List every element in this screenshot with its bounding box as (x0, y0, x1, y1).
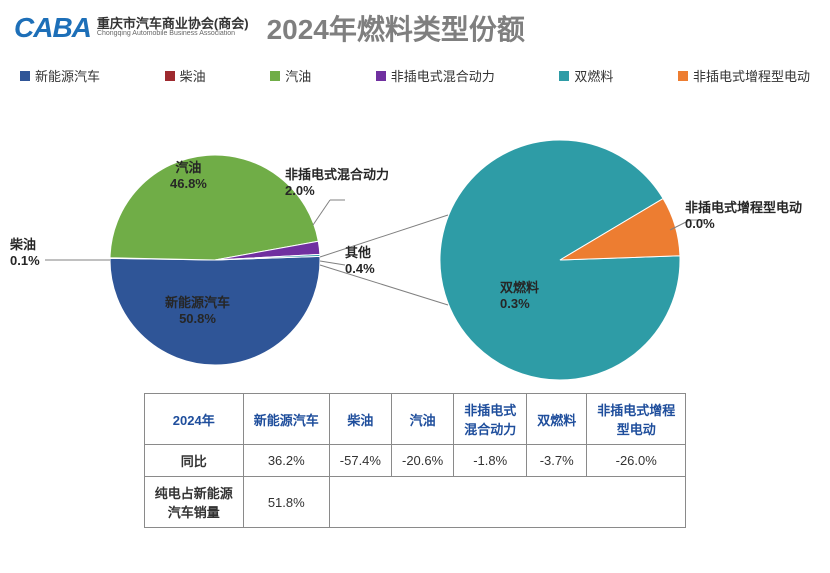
header: CABA 重庆市汽车商业协会(商会) Chongqing Automobile … (0, 0, 830, 48)
logo-mark: CABA (14, 12, 91, 44)
lbl-gasoline: 汽油46.8% (170, 160, 207, 193)
lbl-erev: 非插电式增程型电动0.0% (685, 200, 802, 233)
logo-text: 重庆市汽车商业协会(商会) Chongqing Automobile Busin… (97, 17, 249, 38)
leader-line (320, 265, 448, 305)
leader-line (320, 261, 345, 265)
cell: -20.6% (391, 445, 453, 477)
cell: 36.2% (243, 445, 329, 477)
lbl-diesel: 柴油0.1% (10, 237, 40, 270)
legend-label: 非插电式增程型电动 (693, 66, 810, 85)
cell: -57.4% (329, 445, 391, 477)
legend-item: 非插电式混合动力 (376, 66, 495, 85)
leader-line (320, 215, 448, 257)
legend-label: 新能源汽车 (35, 66, 100, 85)
logo-en: Chongqing Automobile Business Associatio… (97, 30, 249, 38)
lbl-phev: 非插电式混合动力2.0% (285, 167, 389, 200)
legend-item: 柴油 (165, 66, 206, 85)
legend-swatch (270, 71, 280, 81)
legend-swatch (559, 71, 569, 81)
legend-label: 汽油 (285, 66, 311, 85)
legend: 新能源汽车 柴油 汽油 非插电式混合动力 双燃料 非插电式增程型电动 (0, 48, 830, 85)
legend-item: 汽油 (270, 66, 311, 85)
legend-label: 双燃料 (574, 66, 613, 85)
row-label: 同比 (144, 445, 243, 477)
page-root: CABA 重庆市汽车商业协会(商会) Chongqing Automobile … (0, 0, 830, 573)
leader-line (313, 200, 330, 225)
legend-item: 非插电式增程型电动 (678, 66, 810, 85)
cell: -3.7% (527, 445, 587, 477)
lbl-nev: 新能源汽车50.8% (165, 295, 230, 328)
legend-swatch (678, 71, 688, 81)
page-title: 2024年燃料类型份额 (267, 8, 525, 48)
chart-area: 汽油46.8% 新能源汽车50.8% 柴油0.1% 非插电式混合动力2.0% 其… (0, 85, 830, 385)
legend-item: 新能源汽车 (20, 66, 100, 85)
cell: 51.8% (243, 477, 329, 528)
logo: CABA 重庆市汽车商业协会(商会) Chongqing Automobile … (14, 12, 249, 44)
lbl-other: 其他0.4% (345, 245, 375, 278)
lbl-dual: 双燃料0.3% (500, 280, 539, 313)
data-table: 2024年新能源汽车柴油汽油非插电式混合动力双燃料非插电式增程型电动同比36.2… (144, 393, 686, 528)
legend-label: 柴油 (180, 66, 206, 85)
pie-charts-svg (0, 85, 830, 405)
cell: -26.0% (587, 445, 686, 477)
legend-label: 非插电式混合动力 (391, 66, 495, 85)
logo-cn: 重庆市汽车商业协会(商会) (97, 17, 249, 30)
legend-swatch (376, 71, 386, 81)
cell-empty (329, 477, 685, 528)
legend-swatch (165, 71, 175, 81)
legend-item: 双燃料 (559, 66, 613, 85)
legend-swatch (20, 71, 30, 81)
cell: -1.8% (454, 445, 527, 477)
row-label: 纯电占新能源汽车销量 (144, 477, 243, 528)
